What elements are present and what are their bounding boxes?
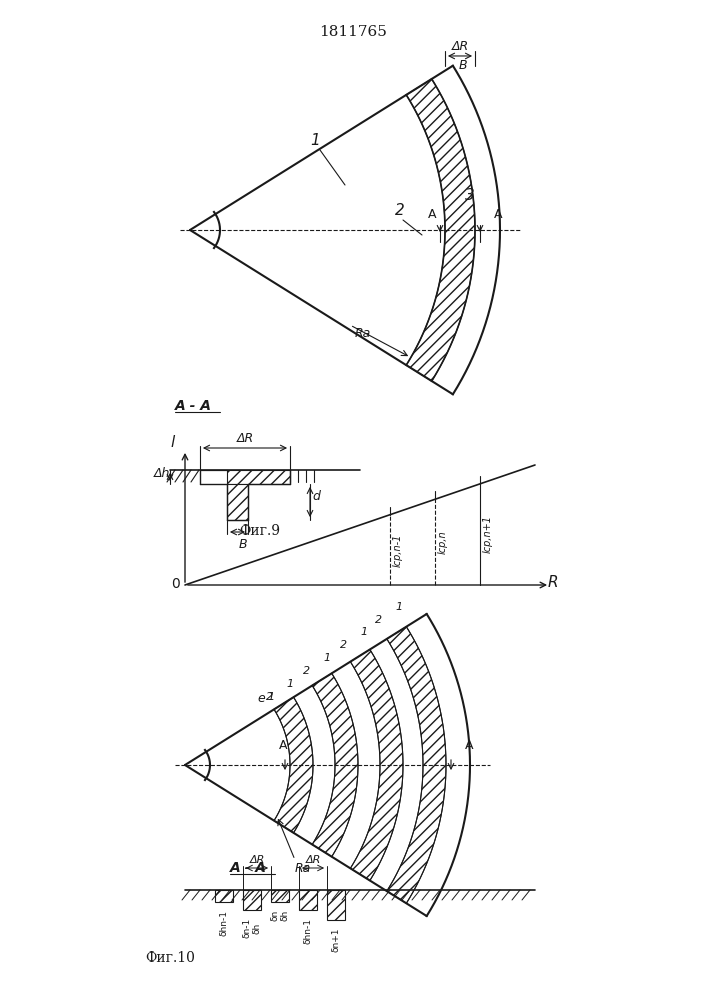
Text: A: A bbox=[493, 208, 502, 221]
Text: 3: 3 bbox=[465, 188, 474, 203]
Text: ΔR: ΔR bbox=[250, 855, 264, 865]
Text: A: A bbox=[279, 739, 287, 752]
Polygon shape bbox=[407, 79, 475, 381]
Text: A - A: A - A bbox=[230, 861, 267, 875]
Text: Rа: Rа bbox=[295, 862, 311, 875]
Text: B: B bbox=[238, 538, 247, 551]
Text: 1: 1 bbox=[324, 653, 331, 663]
Text: δn
δh: δn δh bbox=[270, 910, 290, 921]
Text: Фиг.10: Фиг.10 bbox=[145, 951, 195, 965]
Text: 0: 0 bbox=[170, 577, 180, 591]
Text: lсp,n-1: lсp,n-1 bbox=[393, 533, 403, 567]
Text: lсp,n: lсp,n bbox=[438, 530, 448, 554]
Text: Δh: Δh bbox=[154, 467, 170, 480]
Polygon shape bbox=[299, 890, 317, 910]
Polygon shape bbox=[227, 484, 248, 520]
Polygon shape bbox=[271, 890, 289, 902]
Text: R: R bbox=[548, 575, 559, 590]
Polygon shape bbox=[327, 890, 345, 920]
Text: 1: 1 bbox=[310, 133, 320, 148]
Text: δhn-1: δhn-1 bbox=[303, 918, 312, 944]
Text: A: A bbox=[428, 208, 436, 221]
Polygon shape bbox=[351, 649, 403, 881]
Text: δn+1: δn+1 bbox=[332, 928, 341, 952]
Text: Фиг.9: Фиг.9 bbox=[240, 524, 281, 538]
Text: 2: 2 bbox=[340, 640, 347, 650]
Text: d: d bbox=[312, 490, 320, 503]
Polygon shape bbox=[200, 470, 290, 484]
Text: δhn-1: δhn-1 bbox=[219, 910, 228, 936]
Polygon shape bbox=[387, 627, 446, 903]
Text: e: e bbox=[257, 692, 264, 705]
Polygon shape bbox=[243, 890, 261, 910]
Text: A: A bbox=[464, 739, 473, 752]
Text: 2: 2 bbox=[395, 203, 404, 218]
Text: 1: 1 bbox=[396, 602, 403, 612]
Text: 1: 1 bbox=[361, 627, 368, 637]
Text: ΔR: ΔR bbox=[236, 432, 254, 445]
Text: A - A: A - A bbox=[175, 399, 212, 413]
Text: δn-1
δh: δn-1 δh bbox=[243, 918, 262, 938]
Text: B: B bbox=[459, 59, 467, 72]
Polygon shape bbox=[312, 673, 358, 857]
Text: ΔR: ΔR bbox=[452, 40, 469, 53]
Polygon shape bbox=[274, 697, 313, 833]
Text: ΔR: ΔR bbox=[305, 855, 321, 865]
Text: Rа: Rа bbox=[355, 327, 371, 340]
Text: 2: 2 bbox=[375, 615, 382, 625]
Text: l: l bbox=[171, 435, 175, 450]
Text: 1: 1 bbox=[287, 679, 294, 689]
Text: lсp,n+1: lсp,n+1 bbox=[483, 515, 493, 553]
Text: 2: 2 bbox=[303, 666, 310, 676]
Text: 2: 2 bbox=[266, 692, 273, 702]
Text: 1: 1 bbox=[267, 692, 274, 702]
Polygon shape bbox=[215, 890, 233, 902]
Text: 1811765: 1811765 bbox=[319, 25, 387, 39]
